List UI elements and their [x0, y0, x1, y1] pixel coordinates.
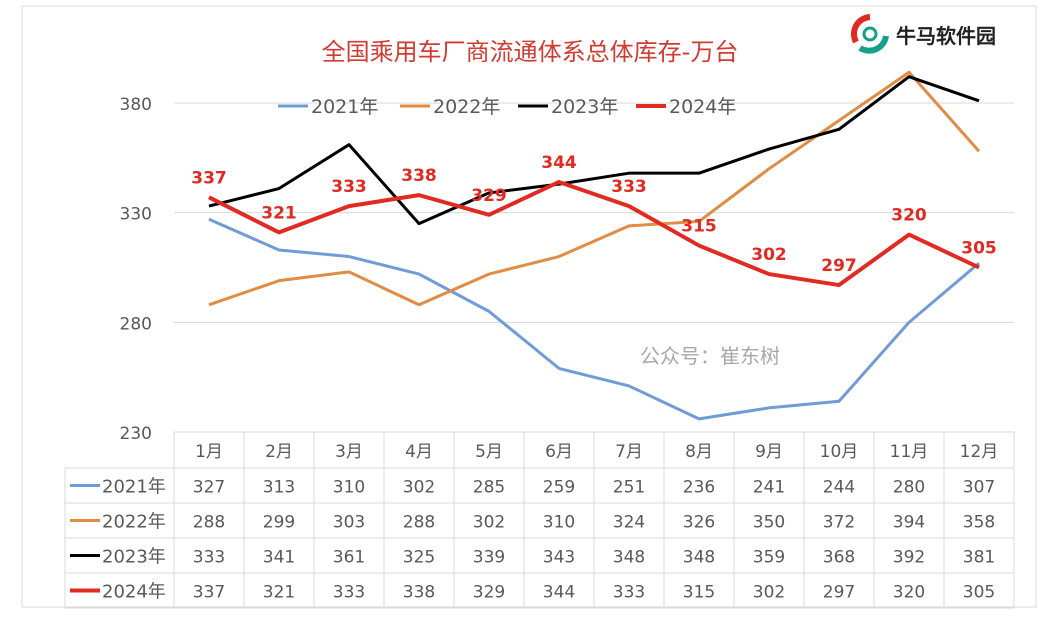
table-cell: 350	[753, 513, 785, 533]
x-tick-label: 8月	[685, 442, 713, 462]
x-tick-label: 3月	[335, 442, 363, 462]
x-tick-label: 1月	[195, 442, 223, 462]
table-cell: 285	[473, 478, 505, 498]
table-cell: 372	[823, 513, 855, 533]
logo-text: 牛马软件园	[896, 23, 996, 48]
series-line-2024年	[208, 179, 980, 288]
table-cell: 302	[403, 478, 435, 498]
table-cell: 341	[263, 548, 295, 568]
table-cell: 244	[823, 478, 855, 498]
table-cell: 320	[893, 583, 925, 603]
legend-label: 2022年	[433, 96, 500, 118]
chart-border	[21, 5, 1037, 608]
table-cell: 344	[543, 583, 575, 603]
table-cell: 333	[333, 583, 365, 603]
table-cell: 236	[683, 478, 715, 498]
table-cell: 368	[823, 548, 855, 568]
table-cell: 305	[963, 583, 995, 603]
y-tick-label: 330	[120, 205, 152, 225]
table-cell: 251	[613, 478, 645, 498]
table-cell: 325	[403, 548, 435, 568]
x-tick-label: 11月	[890, 442, 929, 462]
table-cell: 394	[893, 513, 925, 533]
table-cell: 329	[473, 583, 505, 603]
table-row-label: 2022年	[102, 512, 166, 533]
table-cell: 310	[543, 513, 575, 533]
table-cell: 288	[193, 513, 225, 533]
data-label: 333	[331, 177, 367, 197]
x-tick-label: 4月	[405, 442, 433, 462]
table-row-label: 2024年	[102, 582, 166, 603]
table-cell: 310	[333, 478, 365, 498]
table-cell: 326	[683, 513, 715, 533]
legend-label: 2023年	[551, 96, 618, 118]
table-cell: 348	[683, 548, 715, 568]
legend-label: 2024年	[669, 96, 736, 118]
data-label: 321	[261, 203, 297, 223]
data-label: 338	[401, 166, 437, 186]
y-tick-label: 280	[120, 314, 152, 334]
y-tick-label: 230	[120, 424, 152, 444]
table-cell: 392	[893, 548, 925, 568]
table-cell: 241	[753, 478, 785, 498]
logo-badge: 牛马软件园	[850, 12, 1032, 56]
table-cell: 297	[823, 583, 855, 603]
table-cell: 259	[543, 478, 575, 498]
data-label: 315	[681, 217, 717, 237]
table-cell: 358	[963, 513, 995, 533]
table-cell: 337	[193, 583, 225, 603]
data-label: 302	[751, 245, 787, 265]
data-label: 333	[611, 177, 647, 197]
table-cell: 339	[473, 548, 505, 568]
x-tick-label: 6月	[545, 442, 573, 462]
x-tick-label: 7月	[615, 442, 643, 462]
series-line-2022年	[208, 70, 981, 307]
table-cell: 338	[403, 583, 435, 603]
table-cell: 307	[963, 478, 995, 498]
table-cell: 288	[403, 513, 435, 533]
table-cell: 321	[263, 583, 295, 603]
table-cell: 299	[263, 513, 295, 533]
table-cell: 302	[753, 583, 785, 603]
x-tick-label: 2月	[265, 442, 293, 462]
x-tick-label: 10月	[820, 442, 859, 462]
data-label: 337	[191, 168, 227, 188]
y-tick-label: 380	[120, 95, 152, 115]
data-label: 297	[821, 256, 857, 276]
table-cell: 348	[613, 548, 645, 568]
series-line-2021年	[208, 217, 980, 421]
x-tick-label: 12月	[960, 442, 999, 462]
table-cell: 324	[613, 513, 645, 533]
data-label: 305	[961, 239, 997, 259]
chart-title: 全国乘用车厂商流通体系总体库存-万台	[322, 38, 739, 66]
x-tick-label: 5月	[475, 442, 503, 462]
table-cell: 333	[613, 583, 645, 603]
table-cell: 313	[263, 478, 295, 498]
data-label: 344	[541, 153, 577, 173]
table-cell: 343	[543, 548, 575, 568]
table-cell: 280	[893, 478, 925, 498]
data-label: 320	[891, 206, 927, 226]
table-cell: 315	[683, 583, 715, 603]
watermark-text: 公众号：崔东树	[640, 344, 780, 368]
table-cell: 361	[333, 548, 365, 568]
x-tick-label: 9月	[755, 442, 783, 462]
table-cell: 359	[753, 548, 785, 568]
series-line-2023年	[208, 75, 980, 226]
logo-icon	[851, 14, 889, 54]
data-label: 329	[471, 186, 507, 206]
table-cell: 302	[473, 513, 505, 533]
legend-label: 2021年	[311, 96, 378, 118]
table-row-label: 2021年	[102, 477, 166, 498]
table-cell: 303	[333, 513, 365, 533]
table-cell: 327	[193, 478, 225, 498]
table-cell: 381	[963, 548, 995, 568]
table-cell: 333	[193, 548, 225, 568]
table-row-label: 2023年	[102, 547, 166, 568]
